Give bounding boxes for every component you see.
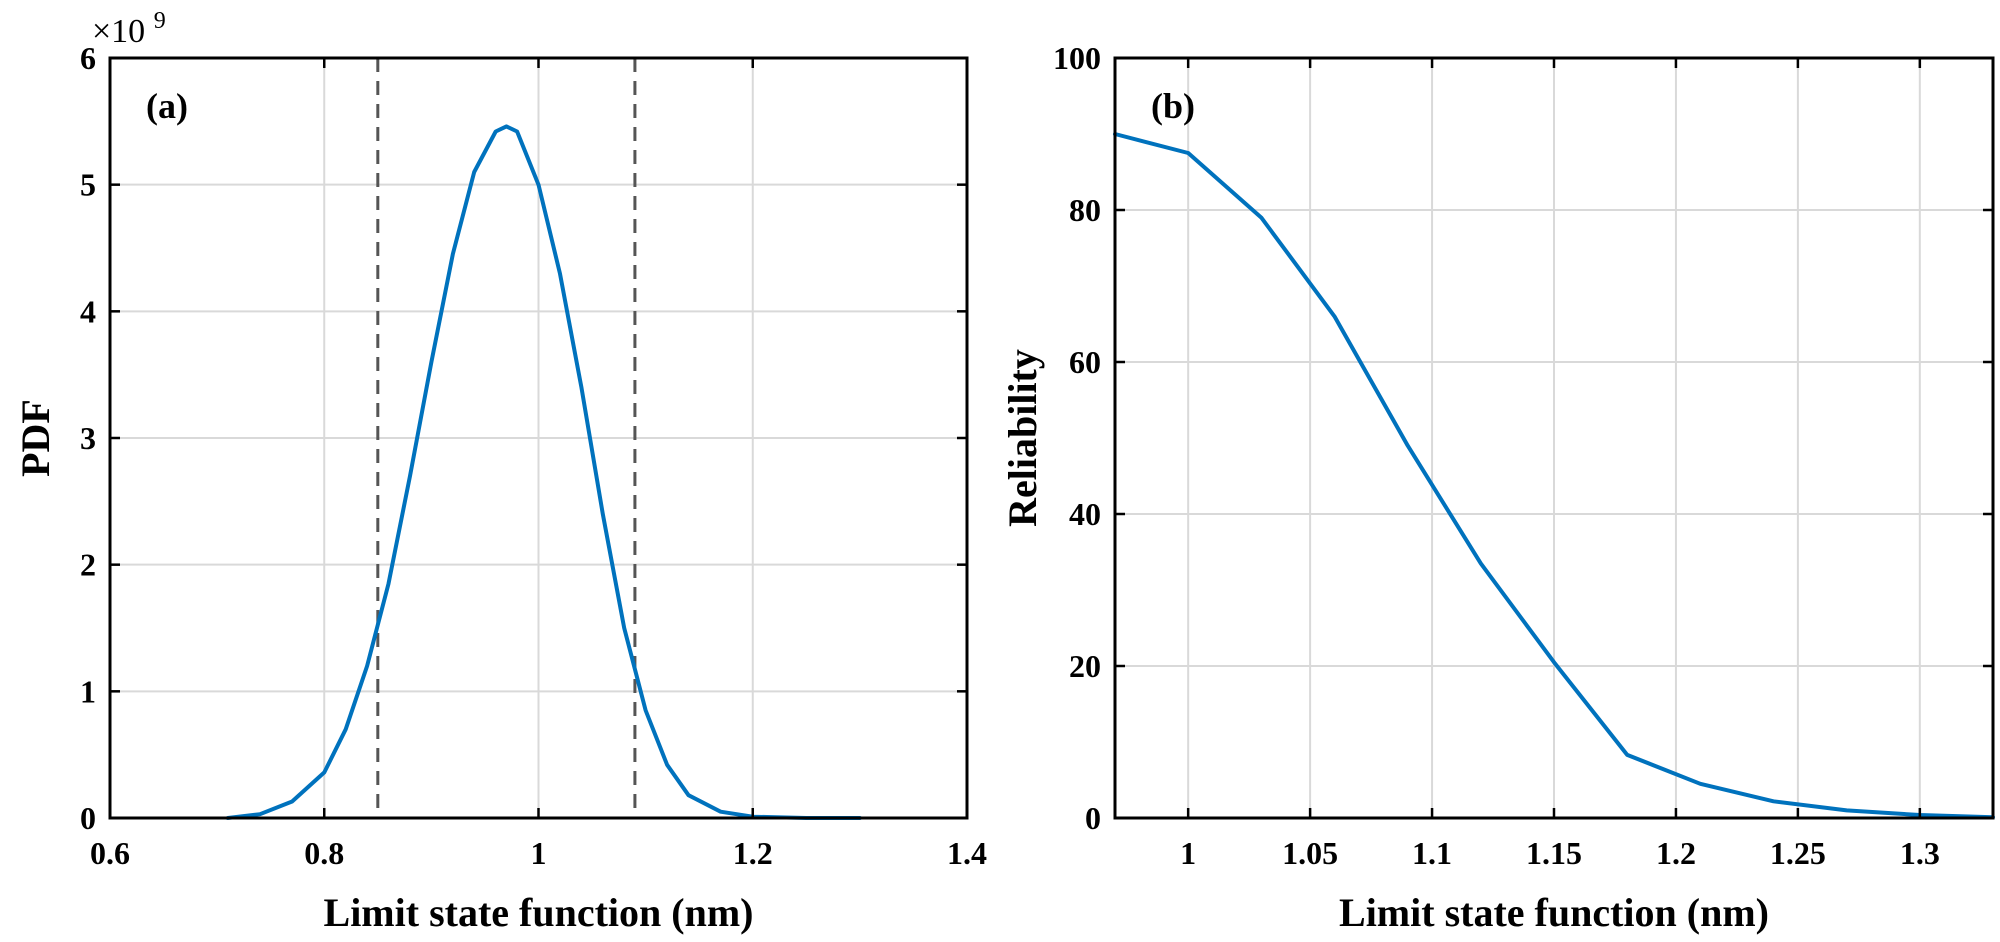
y-tick-label-a-6: 6 [80,40,96,76]
y-exponent-base: ×10 [92,13,145,50]
series-layer-b [1113,132,1995,820]
x-tick-label-b-6: 1.3 [1900,835,1940,871]
x-tick-label-b-3: 1.15 [1526,835,1582,871]
y-axis-label-b: Reliability [1000,349,1045,527]
y-tick-label-b-1: 20 [1069,648,1101,684]
x-tick-label-b-4: 1.2 [1656,835,1696,871]
x-tick-label-b-0: 1 [1180,835,1196,871]
y-tick-label-a-0: 0 [80,800,96,836]
y-tick-label-a-5: 5 [80,167,96,203]
series-layer-a [225,124,862,820]
x-tick-label-a-3: 1.2 [733,835,773,871]
series-line-a-0 [225,124,862,820]
x-axis-label-a: Limit state function (nm) [324,890,754,935]
x-tick-label-b-1: 1.05 [1282,835,1338,871]
y-tick-label-b-2: 40 [1069,496,1101,532]
x-tick-label-a-1: 0.8 [304,835,344,871]
y-tick-label-b-0: 0 [1085,800,1101,836]
x-tick-label-b-2: 1.1 [1412,835,1452,871]
x-tick-label-a-2: 1 [531,835,547,871]
panel-label-a: (a) [146,86,188,126]
y-axis-label-a: PDF [13,399,58,477]
y-tick-label-a-4: 4 [80,293,96,329]
y-tick-label-a-3: 3 [80,420,96,456]
panel-label-b: (b) [1151,86,1195,126]
grid-b [1115,57,1993,819]
x-tick-label-a-0: 0.6 [90,835,130,871]
x-tick-label-b-5: 1.25 [1770,835,1826,871]
y-exponent-label-a: ×10 9 [92,8,166,50]
reference-lines-a [376,58,637,818]
x-axis-label-b: Limit state function (nm) [1339,890,1769,935]
grid-a [109,57,968,819]
y-tick-label-a-2: 2 [80,547,96,583]
chart-panel-a: 0.6 0.8 1 1.2 1.4 0 1 2 3 4 5 6 (a) Limit state fun… [13,8,987,935]
y-tick-label-b-3: 60 [1069,344,1101,380]
y-exponent-power: 9 [154,8,166,34]
series-line-b-0 [1113,132,1995,820]
y-tick-label-a-1: 1 [80,673,96,709]
x-tick-label-a-4: 1.4 [947,835,987,871]
y-tick-label-b-4: 80 [1069,192,1101,228]
chart-panel-b: 1 1.05 1.1 1.15 1.2 1.25 1.3 0 20 40 60 80 100 (b) L… [1000,40,1995,935]
ticks-a: 0.6 0.8 1 1.2 1.4 0 1 2 3 4 5 6 [80,40,987,871]
y-tick-label-b-5: 100 [1053,40,1101,76]
ticks-b: 1 1.05 1.1 1.15 1.2 1.25 1.3 0 20 40 60 80 100 [1053,40,1993,871]
